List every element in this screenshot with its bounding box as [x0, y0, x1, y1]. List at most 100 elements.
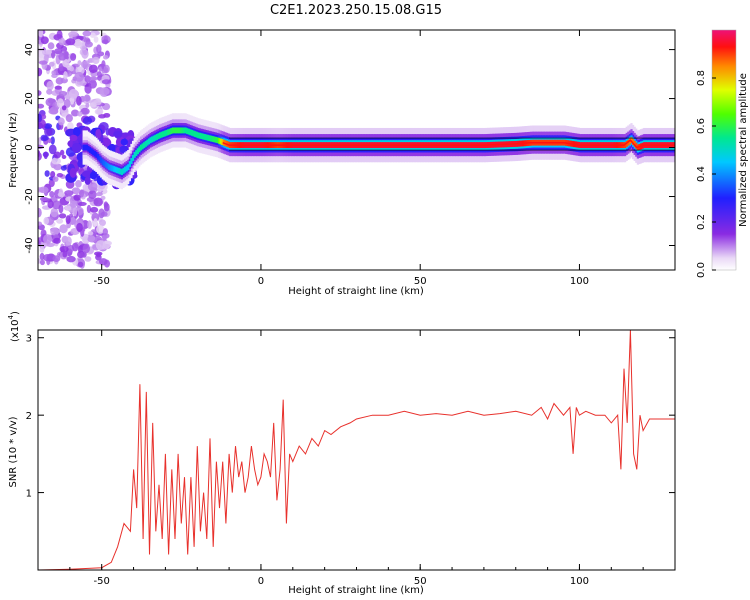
ridge-cell — [195, 131, 198, 138]
snr-ticks: -50 0 50 100 1 2 3 — [26, 330, 676, 587]
snr-y-tick-label: 1 — [26, 489, 32, 500]
noise-blob — [88, 190, 97, 200]
noise-blob — [50, 170, 56, 178]
noise-blob — [65, 38, 76, 46]
noise-blob — [51, 70, 57, 76]
noise-blob — [59, 224, 68, 234]
ridge-cell — [154, 134, 157, 141]
noise-blob — [97, 71, 102, 78]
ridge-cell — [151, 136, 154, 143]
noise-blob — [51, 157, 62, 165]
ridge-cell — [84, 144, 87, 151]
noise-blob — [69, 65, 74, 72]
spectrogram-y-tick-label: -40 — [24, 237, 35, 253]
ridge-cell — [221, 139, 224, 145]
snr-y-tick-label: 2 — [26, 411, 32, 422]
noise-blob — [77, 201, 87, 206]
noise-blob — [87, 182, 98, 191]
ridge-cell — [127, 164, 130, 171]
noise-blob — [95, 192, 103, 197]
noise-blob — [79, 189, 85, 198]
colorbar: 0.0 0.2 0.4 0.6 0.8 Normalized spectral ampl… — [696, 29, 749, 278]
noise-blob — [48, 61, 55, 67]
noise-blob — [84, 75, 91, 83]
noise-blob — [84, 176, 91, 185]
spectrogram-xlabel: Height of straight line (km) — [288, 286, 424, 297]
ridge-cell — [200, 133, 203, 140]
ridge-cell — [104, 161, 108, 168]
snr-panel: -50 0 50 100 1 2 3 Height of straight line (km… — [7, 311, 676, 596]
ridge-cell — [133, 151, 136, 158]
noise-blob — [99, 87, 110, 96]
noise-blob — [96, 252, 101, 258]
noise-blob — [77, 111, 83, 117]
noise-blob — [75, 180, 82, 188]
noise-blob — [101, 233, 107, 241]
noise-blob — [101, 79, 111, 85]
noise-blob — [43, 151, 48, 160]
noise-blob — [48, 144, 57, 155]
noise-blob — [41, 135, 49, 141]
ridge-cell — [109, 164, 112, 171]
snr-xlabel: Height of straight line (km) — [288, 585, 424, 596]
noise-blob — [38, 30, 44, 38]
ridge-cell — [219, 138, 222, 145]
noise-blob — [95, 240, 106, 251]
noise-blob — [39, 246, 45, 253]
noise-blob — [38, 151, 42, 161]
noise-blob — [54, 85, 62, 90]
ridge-cell — [162, 131, 165, 138]
spectrogram-frame — [37, 29, 676, 271]
noise-blob — [58, 63, 64, 72]
noise-blob — [76, 222, 83, 232]
ridge-cell — [184, 127, 187, 134]
snr-multiplier-base: (x10 — [10, 319, 21, 342]
noise-blob — [57, 117, 65, 126]
noise-blob — [38, 113, 43, 123]
ridge-cell — [101, 159, 104, 166]
ridge-cell — [213, 136, 216, 143]
noise-blob — [47, 42, 55, 50]
ridge-cell — [96, 153, 100, 160]
spectrogram-y-tick-label: 40 — [24, 43, 35, 56]
noise-blob — [60, 165, 67, 171]
ridge-cell — [216, 137, 219, 144]
noise-blob — [101, 68, 108, 74]
noise-blob — [42, 254, 53, 262]
ridge-cell — [190, 129, 194, 136]
ridge-cell — [82, 144, 85, 151]
ridge-cell — [630, 137, 633, 144]
ridge-cell — [144, 140, 147, 147]
noise-blob — [58, 204, 64, 214]
noise-blob — [74, 38, 82, 49]
ridge-cell — [203, 134, 206, 140]
noise-blob — [70, 53, 77, 61]
colorbar-tick-label: 0.4 — [696, 166, 707, 182]
noise-blob — [68, 88, 79, 99]
ridge-cell — [131, 155, 135, 161]
noise-blob — [71, 142, 82, 154]
noise-blob — [46, 88, 53, 95]
noise-blob — [56, 172, 64, 178]
ridge-cell — [88, 147, 92, 153]
ridge-cell — [174, 127, 178, 134]
ridge-cell — [123, 166, 127, 173]
colorbar-gradient — [712, 30, 736, 270]
noise-blob — [86, 204, 92, 214]
ridge-cell — [206, 134, 209, 141]
noise-blob — [42, 49, 53, 55]
ridge-cell — [186, 128, 189, 134]
ridge-cell — [632, 139, 635, 145]
noise-blob — [87, 231, 94, 236]
noise-blob — [52, 176, 59, 182]
noise-blob — [44, 126, 53, 137]
noise-blob — [51, 49, 56, 59]
ridge-cell — [119, 168, 122, 175]
noise-blob — [85, 103, 90, 108]
noise-blob — [48, 178, 55, 188]
ridge-cell — [117, 167, 120, 174]
ridge-cell — [182, 127, 186, 134]
noise-blob — [72, 127, 81, 137]
noise-blob — [74, 71, 84, 82]
ridge-cell — [189, 129, 192, 136]
